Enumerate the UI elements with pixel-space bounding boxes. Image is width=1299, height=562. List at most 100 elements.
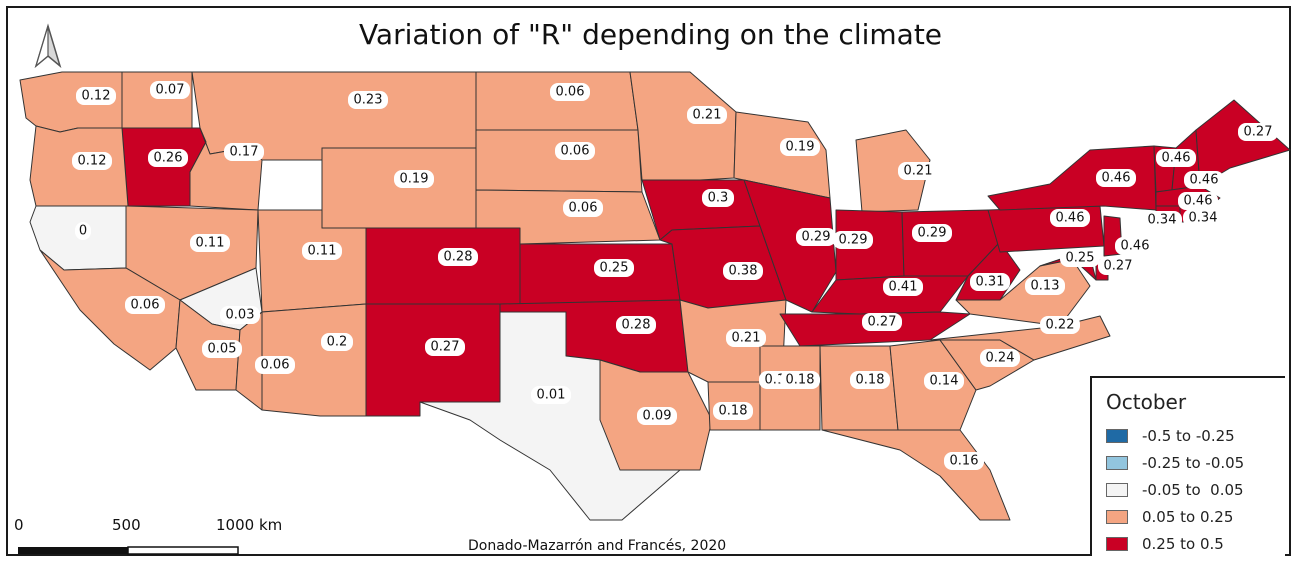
- state-value-label: 0.14: [930, 374, 959, 389]
- state-value-label: 0.24: [986, 351, 1015, 366]
- state-label-halo: [72, 152, 112, 170]
- state-value-label: 0.27: [1244, 125, 1273, 140]
- state-value-label: 0.09: [643, 409, 672, 424]
- legend-title: October: [1106, 390, 1187, 414]
- state-value-label: 0.27: [1104, 259, 1133, 274]
- state-label-halo: [425, 338, 465, 356]
- state-label-halo: [970, 273, 1010, 291]
- state-value-label: 0.31: [976, 275, 1005, 290]
- state-value-label: 0.18: [856, 373, 885, 388]
- state-value-label: 0.16: [950, 454, 979, 469]
- state-label-halo: [616, 316, 656, 334]
- state-value-label: 0.46: [1162, 151, 1191, 166]
- state-value-label: 0.17: [230, 145, 259, 160]
- state-label-halo: [912, 224, 952, 242]
- state-co: [365, 227, 521, 305]
- state-label-halo: [531, 386, 571, 404]
- state-va: [955, 255, 1091, 327]
- legend-item: -0.5 to -0.25: [1106, 426, 1235, 446]
- state-value-label: 0: [79, 224, 87, 239]
- state-ca: [39, 249, 181, 371]
- north-arrow-icon: [34, 23, 62, 69]
- state-value-label: 0.27: [431, 340, 460, 355]
- state-label-halo: [190, 234, 230, 252]
- state-value-label: 0.28: [622, 318, 651, 333]
- state-value-label: 0.11: [196, 236, 225, 251]
- state-value-label: 0.26: [154, 151, 183, 166]
- state-label-halo: [321, 333, 353, 351]
- state-value-label: 0.3: [708, 191, 729, 206]
- state-label-halo: [1098, 257, 1138, 275]
- state-fl: [821, 429, 1011, 521]
- state-label-halo: [687, 106, 727, 124]
- state-value-label: 0.41: [889, 280, 918, 295]
- state-value-label: 0.25: [1066, 251, 1095, 266]
- state-value-label: 0.34: [1148, 213, 1177, 228]
- state-wy: [321, 147, 477, 229]
- state-value-label: 0.25: [600, 261, 629, 276]
- state-value-label: 0.06: [569, 201, 598, 216]
- state-value-label: 0.34: [1189, 211, 1218, 226]
- state-label-halo: [883, 278, 923, 296]
- state-value-label: 0.46: [1190, 173, 1219, 188]
- state-label-halo: [594, 259, 634, 277]
- state-value-label: 0.06: [556, 85, 585, 100]
- state-label-halo: [1060, 249, 1100, 267]
- legend-item: 0.25 to 0.5: [1106, 534, 1224, 554]
- state-label-halo: [1142, 211, 1182, 229]
- state-label-halo: [1156, 149, 1196, 167]
- state-label-halo: [723, 262, 763, 280]
- state-mn: [629, 71, 737, 181]
- legend-label: -0.25 to -0.05: [1142, 454, 1245, 472]
- state-label-halo: [302, 242, 342, 260]
- state-value-label: 0.28: [444, 250, 473, 265]
- state-label-halo: [1096, 169, 1136, 187]
- legend-swatch: [1106, 510, 1128, 524]
- legend-swatch: [1106, 456, 1128, 470]
- legend: October -0.5 to -0.25 -0.25 to -0.05 -0.…: [1090, 376, 1285, 556]
- legend-swatch: [1106, 483, 1128, 497]
- state-label-halo: [980, 349, 1020, 367]
- state-value-label: 0.29: [918, 226, 947, 241]
- legend-label: 0.25 to 0.5: [1142, 535, 1224, 553]
- state-sd: [475, 129, 643, 193]
- legend-swatch: [1106, 429, 1128, 443]
- state-nd: [475, 71, 639, 131]
- state-value-label: 0.07: [156, 83, 185, 98]
- scale-label-1000: 1000 km: [216, 516, 283, 534]
- legend-item: -0.05 to 0.05: [1106, 480, 1244, 500]
- state-label-halo: [1115, 237, 1155, 255]
- state-mt-w: [121, 71, 193, 129]
- state-value-label: 0.21: [904, 164, 933, 179]
- state-value-label: 0.38: [729, 264, 758, 279]
- state-value-label: 0.23: [354, 93, 383, 108]
- state-label-halo: [1050, 209, 1090, 227]
- state-value-label: 0.18: [786, 373, 815, 388]
- state-nm: [365, 303, 501, 417]
- state-label-halo: [1025, 277, 1065, 295]
- state-label-halo: [550, 83, 590, 101]
- state-value-label: 0.21: [732, 331, 761, 346]
- state-value-label: 0.11: [308, 244, 337, 259]
- state-label-halo: [224, 143, 264, 161]
- state-value-label: 0.21: [693, 108, 722, 123]
- state-value-label: 0.46: [1056, 211, 1085, 226]
- state-label-halo: [702, 189, 734, 207]
- state-label-halo: [862, 313, 902, 331]
- state-value-label: 0.19: [786, 140, 815, 155]
- state-label-halo: [150, 81, 190, 99]
- state-label-halo: [1040, 316, 1080, 334]
- state-label-halo: [780, 138, 820, 156]
- legend-label: -0.05 to 0.05: [1142, 481, 1244, 499]
- state-value-label: 0.27: [868, 315, 897, 330]
- legend-item: 0.05 to 0.25: [1106, 507, 1233, 527]
- state-value-label: 0.12: [82, 89, 111, 104]
- state-label-halo: [394, 170, 434, 188]
- scale-bar: [18, 546, 239, 555]
- state-label-halo: [220, 306, 260, 324]
- state-value-label: 0.03: [226, 308, 255, 323]
- state-label-halo: [833, 231, 873, 249]
- state-label-halo: [75, 222, 91, 240]
- state-label-halo: [1178, 192, 1218, 210]
